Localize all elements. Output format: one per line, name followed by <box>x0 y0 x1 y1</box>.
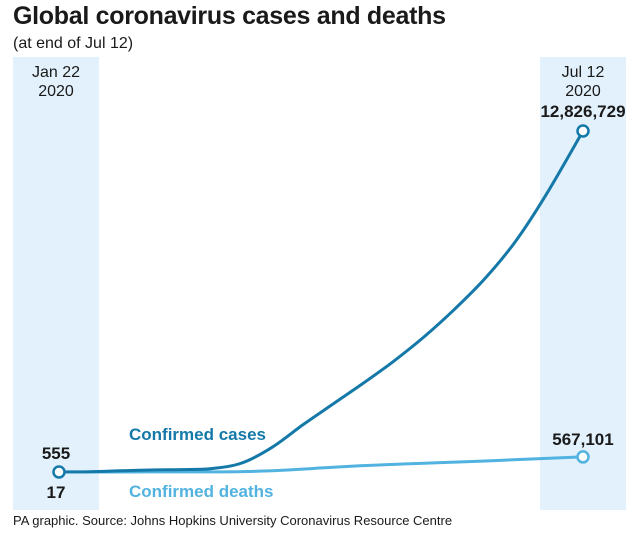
end-point-cases <box>576 124 590 138</box>
series-line-deaths <box>57 455 585 474</box>
start-year-label: 2020 <box>38 83 74 100</box>
chart-title: Global coronavirus cases and deaths <box>13 2 446 30</box>
start-point <box>52 465 66 479</box>
start-value-label-deaths: 17 <box>47 483 66 502</box>
start-date-label: Jan 22 <box>32 64 80 81</box>
series-label-cases: Confirmed cases <box>129 425 266 444</box>
start-value-label-cases: 555 <box>42 444 70 463</box>
series-label-deaths: Confirmed deaths <box>129 482 274 501</box>
end-value-label-cases: 12,826,729 <box>540 102 625 121</box>
chart-subtitle: (at end of Jul 12) <box>13 35 134 52</box>
end-date-label: Jul 12 <box>562 64 605 81</box>
end-year-label: 2020 <box>565 83 601 100</box>
end-value-label-deaths: 567,101 <box>552 430 613 449</box>
end-point-deaths <box>576 450 590 464</box>
start-date-band <box>13 57 99 510</box>
source-note: PA graphic. Source: Johns Hopkins Univer… <box>13 513 453 528</box>
series-line-cases <box>57 129 585 474</box>
